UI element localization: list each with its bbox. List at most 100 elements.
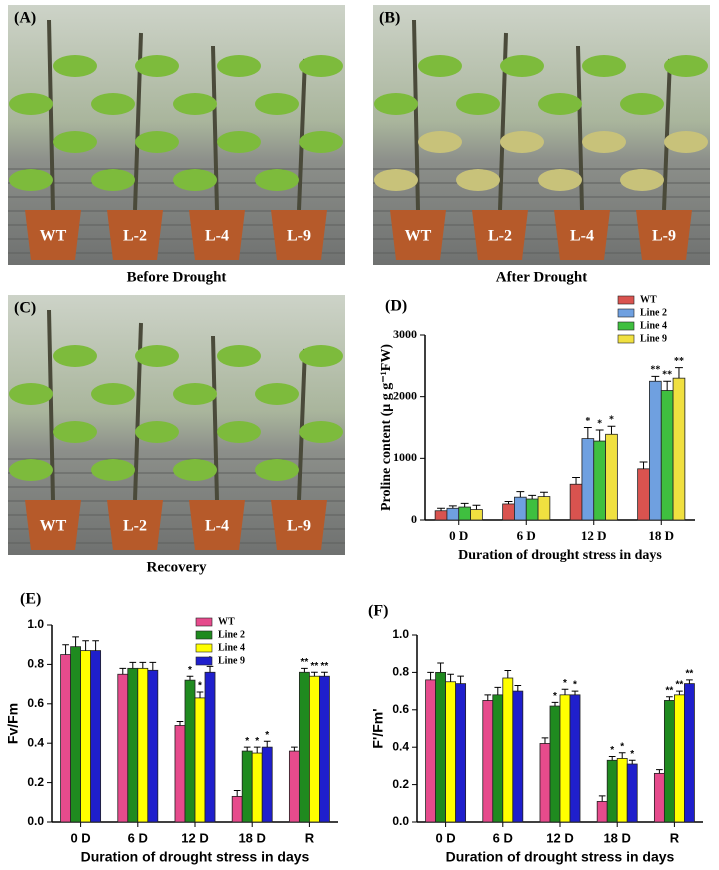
error-bar: [186, 675, 194, 681]
leaf: [418, 55, 462, 77]
bar: [605, 433, 618, 521]
pot: [554, 210, 610, 260]
y-tick-label: 0.8: [392, 665, 409, 679]
error-bar: [571, 690, 579, 695]
leaf: [9, 169, 53, 191]
error-bar: [72, 636, 79, 647]
leaf: [374, 93, 418, 115]
y-tick-label: 0.6: [27, 696, 44, 710]
leaf: [299, 421, 343, 443]
y-tick-label: 0.4: [27, 735, 44, 749]
bar: [435, 672, 446, 823]
leaf: [53, 345, 97, 367]
legend-label: Line 2: [640, 307, 667, 318]
pot: [189, 210, 245, 260]
y-tick-label: 1000: [393, 450, 417, 464]
leaf: [173, 383, 217, 405]
y-tick-label: 1.0: [392, 627, 409, 641]
x-tick-label: 0 D: [435, 830, 455, 845]
x-tick-label: 12 D: [581, 528, 607, 543]
error-bar: [686, 679, 693, 684]
legend-label: Line 2: [218, 629, 245, 640]
error-bar: [437, 662, 444, 673]
legend-label: Line 4: [218, 642, 245, 653]
y-tick-label: 1.0: [27, 617, 44, 631]
error-bar: [119, 667, 127, 675]
bar: [514, 496, 527, 521]
y-tick-label: 0: [411, 512, 417, 526]
bar: [649, 380, 662, 521]
error-bar: [551, 701, 559, 707]
y-tick-label: 2000: [393, 388, 417, 402]
significance: **: [650, 365, 660, 376]
bar: [663, 700, 675, 823]
error-bar: [206, 665, 214, 673]
error-bar: [528, 494, 537, 500]
bar: [147, 669, 159, 823]
x-axis-label: Duration of drought stress in days: [446, 849, 675, 865]
significance: *: [609, 415, 614, 426]
bar: [298, 671, 310, 823]
error-bar: [651, 375, 660, 382]
error-bar: [149, 661, 157, 671]
error-bar: [263, 740, 271, 748]
error-bar: [448, 505, 457, 509]
x-tick-label: R: [305, 830, 315, 845]
leaf: [456, 93, 500, 115]
bar: [455, 683, 467, 823]
pot-label: L-2: [488, 228, 512, 245]
bar: [137, 667, 149, 823]
bar: [569, 483, 583, 521]
y-tick-label: 0.8: [27, 657, 44, 671]
panel-label: (A): [14, 10, 36, 27]
error-bar: [447, 673, 454, 682]
y-tick-label: 0.0: [392, 814, 409, 828]
significance: *: [245, 736, 249, 747]
legend-label: Line 9: [218, 655, 245, 666]
significance: *: [573, 680, 577, 691]
error-bar: [504, 670, 512, 679]
legend-swatch: [617, 308, 635, 318]
bar: [60, 654, 71, 823]
x-axis-label: Duration of drought stress in days: [81, 849, 310, 865]
legend-swatch: [617, 334, 635, 344]
leaf: [664, 55, 708, 77]
pot-label: L-9: [652, 228, 676, 245]
stem: [662, 58, 672, 211]
bar: [308, 675, 320, 823]
error-bar: [196, 691, 204, 698]
bar: [117, 673, 129, 823]
x-tick-label: 18 D: [603, 830, 630, 845]
bar: [616, 758, 628, 823]
error-bar: [460, 502, 469, 508]
bar: [581, 438, 595, 521]
error-bar: [618, 752, 626, 759]
bar: [674, 694, 685, 823]
bar: [492, 694, 504, 823]
pot: [271, 500, 327, 550]
leaf: [500, 55, 544, 77]
pot: [25, 210, 81, 260]
significance: **: [300, 657, 308, 668]
bar: [672, 377, 686, 521]
leaf: [135, 131, 179, 153]
bar: [70, 646, 81, 823]
leaf: [91, 93, 135, 115]
y-tick-label: 3000: [393, 327, 417, 341]
error-bar: [656, 769, 663, 774]
panel-caption: After Drought: [496, 269, 588, 285]
y-axis-label: Fv/Fm: [5, 703, 21, 744]
panel-label: (B): [379, 10, 400, 27]
significance: **: [321, 661, 329, 672]
bar: [537, 496, 551, 521]
bar: [539, 743, 551, 823]
pot: [107, 210, 163, 260]
bar: [569, 694, 581, 823]
x-tick-label: 6 D: [517, 528, 536, 543]
pot: [25, 500, 81, 550]
leaf: [620, 169, 664, 191]
legend-label: WT: [640, 294, 657, 305]
error-bar: [243, 746, 251, 752]
error-bar: [540, 491, 548, 497]
bar: [319, 675, 330, 823]
